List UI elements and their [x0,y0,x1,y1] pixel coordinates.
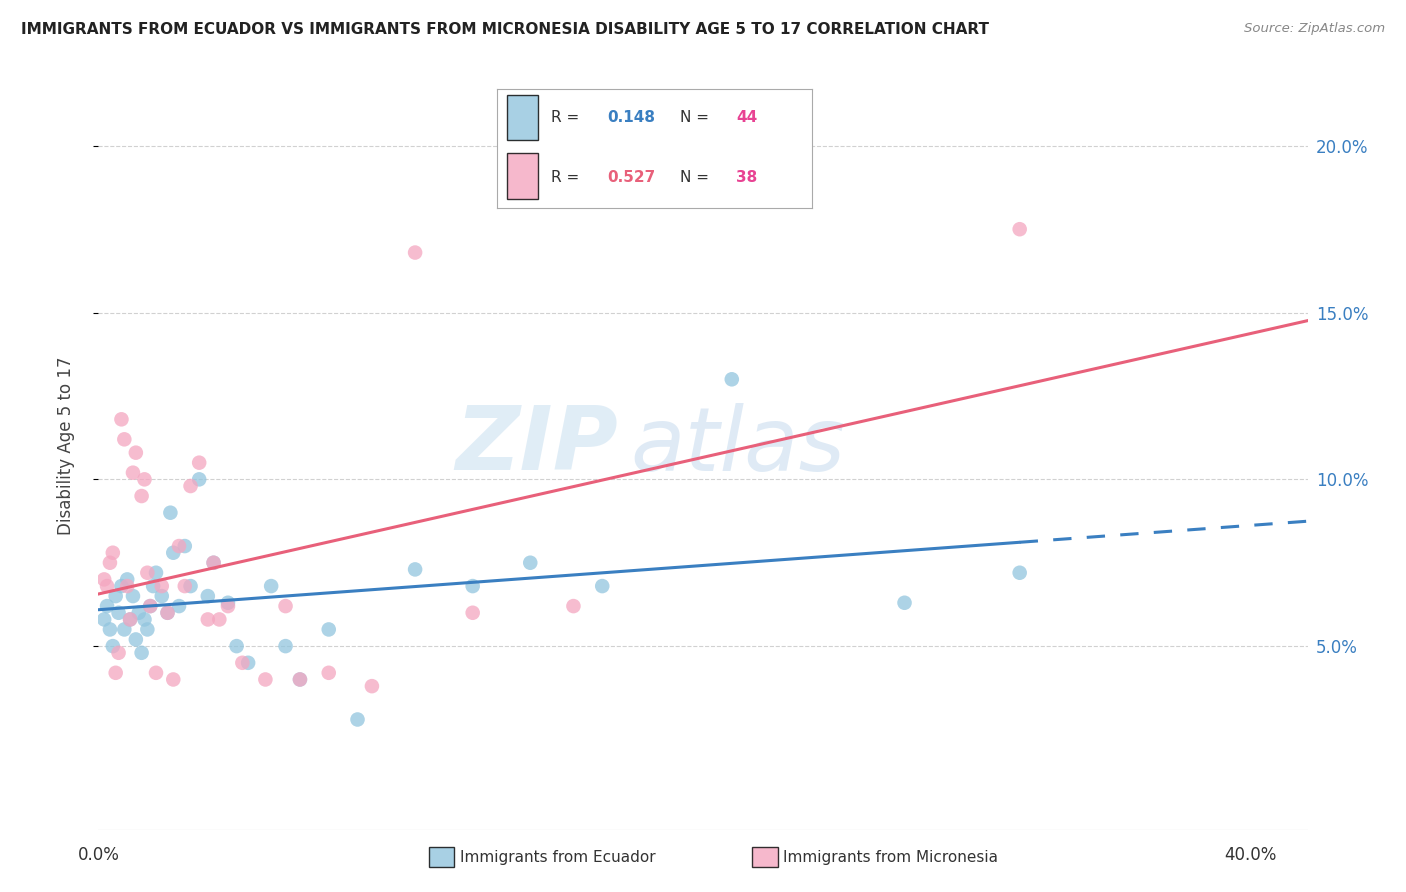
Point [188,472,211,486]
Point [180,579,202,593]
Point [150,579,173,593]
Point [461,579,484,593]
Point [254,673,277,687]
Point [145,665,167,680]
Point [404,562,426,576]
Point [139,599,162,613]
Point [120,612,142,626]
Point [318,623,340,637]
Point [202,556,225,570]
Point [173,539,195,553]
Point [104,665,127,680]
Point [101,639,124,653]
Point [236,656,259,670]
Text: IMMIGRANTS FROM ECUADOR VS IMMIGRANTS FROM MICRONESIA DISABILITY AGE 5 TO 17 COR: IMMIGRANTS FROM ECUADOR VS IMMIGRANTS FR… [21,22,988,37]
Point [274,599,297,613]
Point [1008,222,1031,236]
Point [96,579,118,593]
Point [139,599,162,613]
Point [197,589,219,603]
Point [125,445,148,459]
Point [120,612,142,626]
Point [112,623,135,637]
Point [720,372,742,386]
Point [104,589,127,603]
Point [142,579,165,593]
Text: Source: ZipAtlas.com: Source: ZipAtlas.com [1244,22,1385,36]
Point [225,639,247,653]
Point [231,656,253,670]
Point [188,456,211,470]
Point [893,596,915,610]
Point [361,679,384,693]
Point [122,589,145,603]
Point [93,612,115,626]
Point [112,433,135,447]
Point [288,673,311,687]
Text: ZIP: ZIP [456,402,619,490]
Point [131,646,153,660]
Point [159,506,181,520]
Point [162,546,184,560]
Point [156,606,179,620]
Point [110,412,132,426]
Point [98,556,121,570]
Text: atlas: atlas [630,403,845,489]
Point [202,556,225,570]
Point [346,713,368,727]
Point [131,489,153,503]
Point [145,566,167,580]
Point [180,479,202,493]
Point [134,472,156,486]
Point [136,623,159,637]
Point [167,599,190,613]
Point [125,632,148,647]
Point [260,579,283,593]
Point [167,539,190,553]
Point [208,612,231,626]
Point [274,639,297,653]
Text: Immigrants from Ecuador: Immigrants from Ecuador [460,850,655,864]
Point [107,606,129,620]
Point [173,579,195,593]
Point [156,606,179,620]
Point [461,606,484,620]
Point [101,546,124,560]
Point [562,599,585,613]
Point [134,612,156,626]
Point [98,623,121,637]
Point [136,566,159,580]
Point [115,573,138,587]
Point [122,466,145,480]
Point [519,556,541,570]
Point [217,596,239,610]
Point [288,673,311,687]
Text: Immigrants from Micronesia: Immigrants from Micronesia [783,850,998,864]
Point [96,599,118,613]
Point [591,579,613,593]
Point [128,606,150,620]
Point [404,245,426,260]
Point [217,599,239,613]
Point [318,665,340,680]
Y-axis label: Disability Age 5 to 17: Disability Age 5 to 17 [56,357,75,535]
Point [110,579,132,593]
Point [115,579,138,593]
Point [93,573,115,587]
Point [197,612,219,626]
Point [162,673,184,687]
Point [1008,566,1031,580]
Point [107,646,129,660]
Point [150,589,173,603]
